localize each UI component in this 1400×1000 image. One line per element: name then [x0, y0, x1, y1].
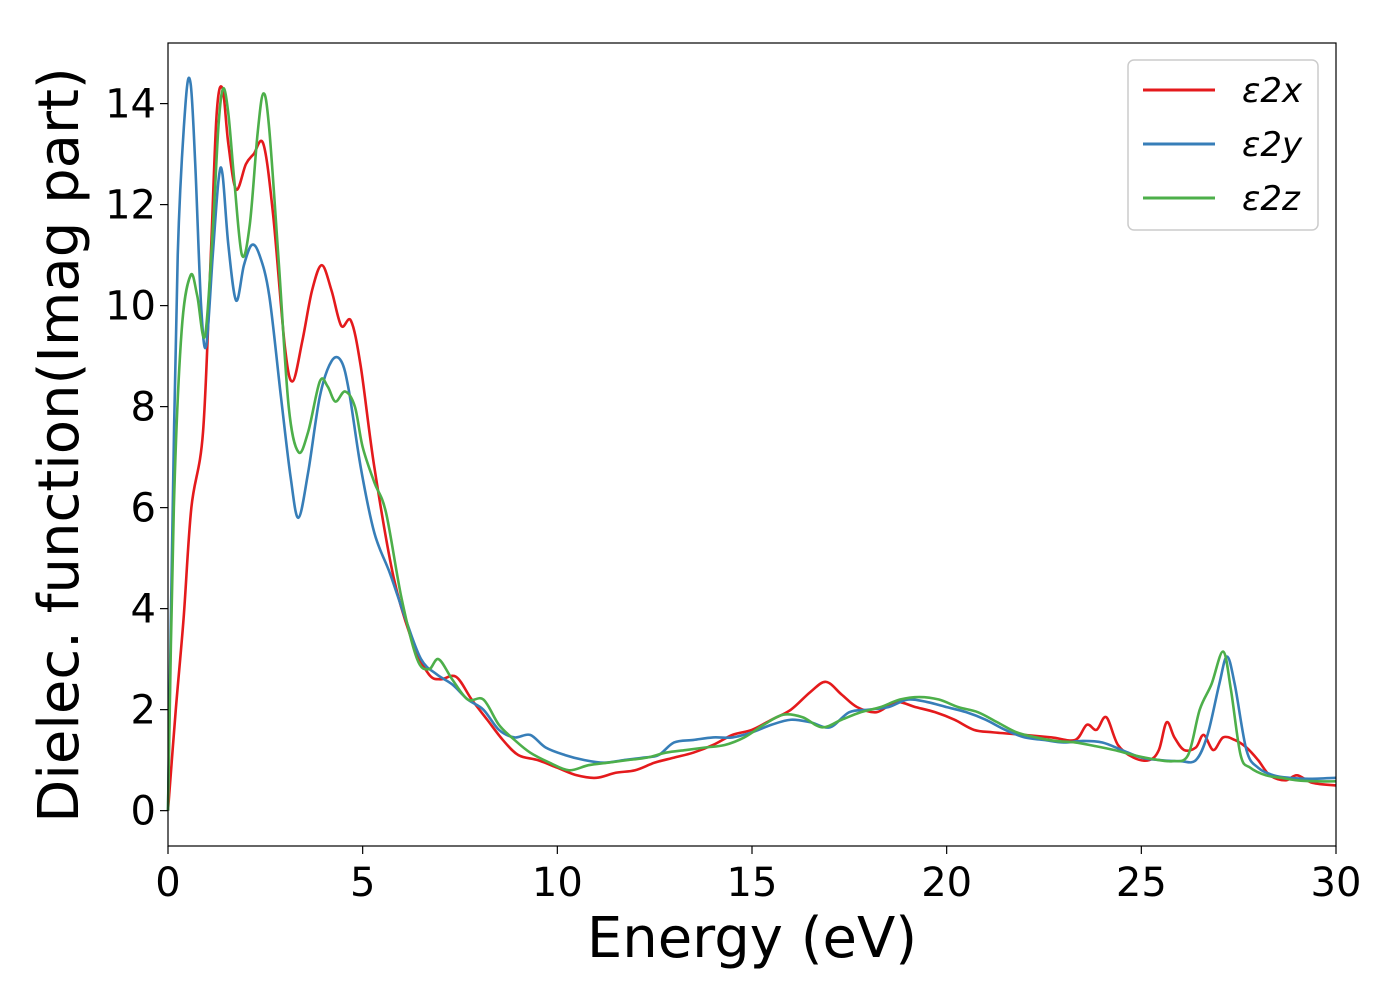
x-tick-label: 10	[532, 860, 583, 906]
x-tick-label: 15	[727, 860, 778, 906]
y-tick-label: 0	[131, 789, 156, 835]
y-tick-label: 12	[105, 183, 156, 229]
x-tick-label: 30	[1311, 860, 1362, 906]
legend-label: ε2x	[1242, 71, 1303, 111]
y-axis-title: Dielec. function(Imag part)	[27, 67, 92, 823]
x-tick-label: 20	[921, 860, 972, 906]
y-tick-label: 14	[105, 82, 156, 128]
y-tick-label: 6	[131, 486, 156, 532]
legend: ε2x ε2y ε2z	[1127, 59, 1319, 231]
y-tick-label: 2	[131, 688, 156, 734]
axis-layer: 0 5 10 15 20 25 30 0 2 4 6 8 10 12 14	[105, 82, 1361, 906]
x-tick-label: 0	[155, 860, 180, 906]
legend-label: ε2z	[1242, 179, 1301, 219]
legend-items: ε2x ε2y ε2z	[1143, 71, 1303, 219]
y-tick-label: 4	[131, 587, 156, 633]
y-tick-label: 10	[105, 284, 156, 330]
series-line-y	[166, 76, 1337, 811]
legend-label: ε2y	[1242, 125, 1303, 165]
series-layer	[166, 76, 1337, 811]
y-tick-label: 8	[131, 385, 156, 431]
series-line-z	[166, 87, 1337, 811]
x-tick-label: 25	[1116, 860, 1167, 906]
x-tick-label: 5	[350, 860, 375, 906]
x-axis-title: Energy (eV)	[587, 906, 917, 971]
legend-box	[1127, 59, 1319, 231]
series-line-x	[166, 85, 1337, 811]
